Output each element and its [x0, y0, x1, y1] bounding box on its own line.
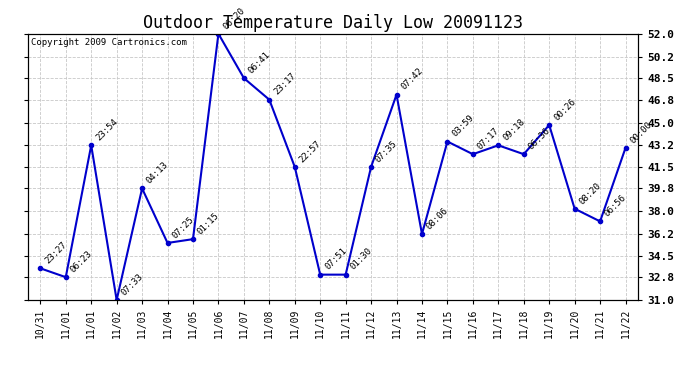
Text: 06:41: 06:41	[246, 50, 272, 75]
Text: 23:17: 23:17	[272, 72, 297, 97]
Text: 07:42: 07:42	[400, 66, 424, 92]
Text: 00:00: 00:00	[629, 120, 653, 145]
Text: 01:15: 01:15	[196, 211, 221, 236]
Text: 23:54: 23:54	[94, 117, 119, 142]
Text: 07:33: 07:33	[119, 272, 145, 297]
Text: 06:56: 06:56	[603, 193, 628, 219]
Text: 06:23: 06:23	[68, 249, 94, 274]
Text: 04:13: 04:13	[145, 160, 170, 186]
Text: 23:27: 23:27	[43, 240, 68, 266]
Text: 22:57: 22:57	[297, 139, 323, 164]
Text: 08:06: 08:06	[425, 206, 450, 231]
Text: 07:25: 07:25	[170, 215, 196, 240]
Text: 08:20: 08:20	[578, 181, 603, 206]
Text: 07:35: 07:35	[374, 139, 400, 164]
Text: 06:20: 06:20	[221, 6, 246, 31]
Text: 07:51: 07:51	[323, 246, 348, 272]
Text: 00:26: 00:26	[552, 97, 578, 122]
Text: 03:59: 03:59	[450, 113, 475, 139]
Text: 01:30: 01:30	[348, 246, 374, 272]
Text: Copyright 2009 Cartronics.com: Copyright 2009 Cartronics.com	[30, 38, 186, 47]
Text: 06:36: 06:36	[526, 126, 552, 152]
Title: Outdoor Temperature Daily Low 20091123: Outdoor Temperature Daily Low 20091123	[143, 14, 523, 32]
Text: 09:18: 09:18	[501, 117, 526, 142]
Text: 07:17: 07:17	[475, 126, 501, 152]
